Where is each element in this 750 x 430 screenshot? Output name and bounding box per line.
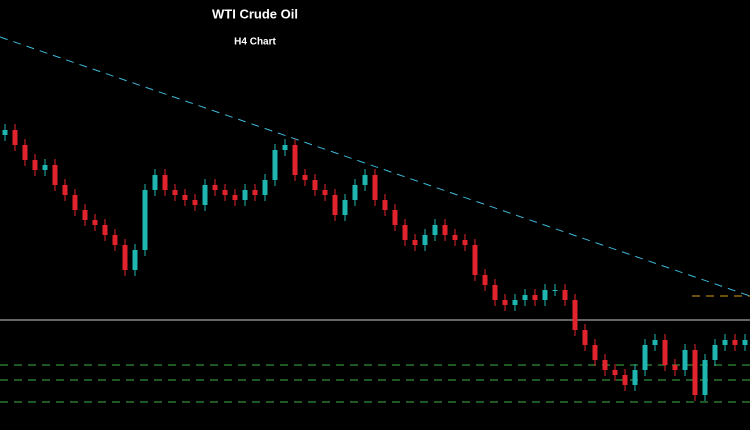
- candle-body: [382, 200, 388, 210]
- candle-body: [212, 185, 218, 190]
- candle-body: [82, 210, 88, 220]
- candle-body: [642, 345, 648, 370]
- candle-body: [422, 235, 428, 245]
- candle-body: [302, 175, 308, 180]
- candle-body: [462, 240, 468, 245]
- candle-body: [282, 145, 288, 150]
- candle-body: [682, 350, 688, 370]
- candle-body: [112, 235, 118, 245]
- candle-body: [612, 370, 618, 375]
- candle-body: [242, 190, 248, 200]
- candle-body: [742, 340, 748, 345]
- candle-body: [122, 245, 128, 270]
- candle-body: [402, 225, 408, 240]
- candle-body: [62, 185, 68, 195]
- candle-body: [492, 285, 498, 300]
- candle-body: [142, 190, 148, 250]
- candle-body: [72, 195, 78, 210]
- candle-body: [572, 300, 578, 330]
- candle-body: [222, 190, 228, 195]
- candle-body: [202, 185, 208, 205]
- candle-body: [312, 180, 318, 190]
- candle-body: [22, 145, 28, 160]
- trend-line: [0, 36, 750, 297]
- candle-body: [652, 340, 658, 345]
- candle-body: [602, 360, 608, 370]
- candle-body: [622, 375, 628, 385]
- candle-body: [372, 175, 378, 200]
- candle-body: [722, 340, 728, 345]
- candle-body: [92, 220, 98, 225]
- candle-body: [362, 175, 368, 185]
- chart-subtitle: H4 Chart: [234, 37, 276, 48]
- candle-body: [262, 180, 268, 195]
- candle-body: [182, 195, 188, 200]
- candle-body: [592, 345, 598, 360]
- chart-title: WTI Crude Oil: [212, 6, 298, 21]
- candle-body: [272, 150, 278, 180]
- candle-body: [192, 200, 198, 205]
- candle-body: [562, 290, 568, 300]
- candle-body: [732, 340, 738, 345]
- candle-body: [162, 175, 168, 190]
- candle-body: [452, 235, 458, 240]
- candle-body: [432, 225, 438, 235]
- candle-body: [672, 365, 678, 370]
- candle-body: [712, 345, 718, 360]
- candle-body: [522, 295, 528, 300]
- candle-body: [532, 295, 538, 300]
- candle-body: [332, 195, 338, 215]
- candle-body: [662, 340, 668, 365]
- candle-body: [42, 165, 48, 170]
- candle-body: [102, 225, 108, 235]
- candle-body: [542, 290, 548, 300]
- candle-body: [172, 190, 178, 195]
- candle-body: [232, 195, 238, 200]
- candle-body: [692, 350, 698, 395]
- candle-body: [412, 240, 418, 245]
- candle-body: [392, 210, 398, 225]
- candle-body: [132, 250, 138, 270]
- candle-body: [482, 275, 488, 285]
- candle-body: [472, 245, 478, 275]
- candle-body: [322, 190, 328, 195]
- candle-body: [582, 330, 588, 345]
- candle-body: [152, 175, 158, 190]
- candle-body: [32, 160, 38, 170]
- candle-body: [2, 130, 8, 135]
- candle-body: [442, 225, 448, 235]
- candle-body: [52, 165, 58, 185]
- candle-body: [702, 360, 708, 395]
- candle-body: [512, 300, 518, 305]
- candle-body: [502, 300, 508, 305]
- candle-body: [12, 130, 18, 145]
- candle-body: [352, 185, 358, 200]
- candle-body: [342, 200, 348, 215]
- candle-body: [252, 190, 258, 195]
- candle-body: [632, 370, 638, 385]
- candle-body: [292, 145, 298, 175]
- candle-body: [552, 290, 558, 291]
